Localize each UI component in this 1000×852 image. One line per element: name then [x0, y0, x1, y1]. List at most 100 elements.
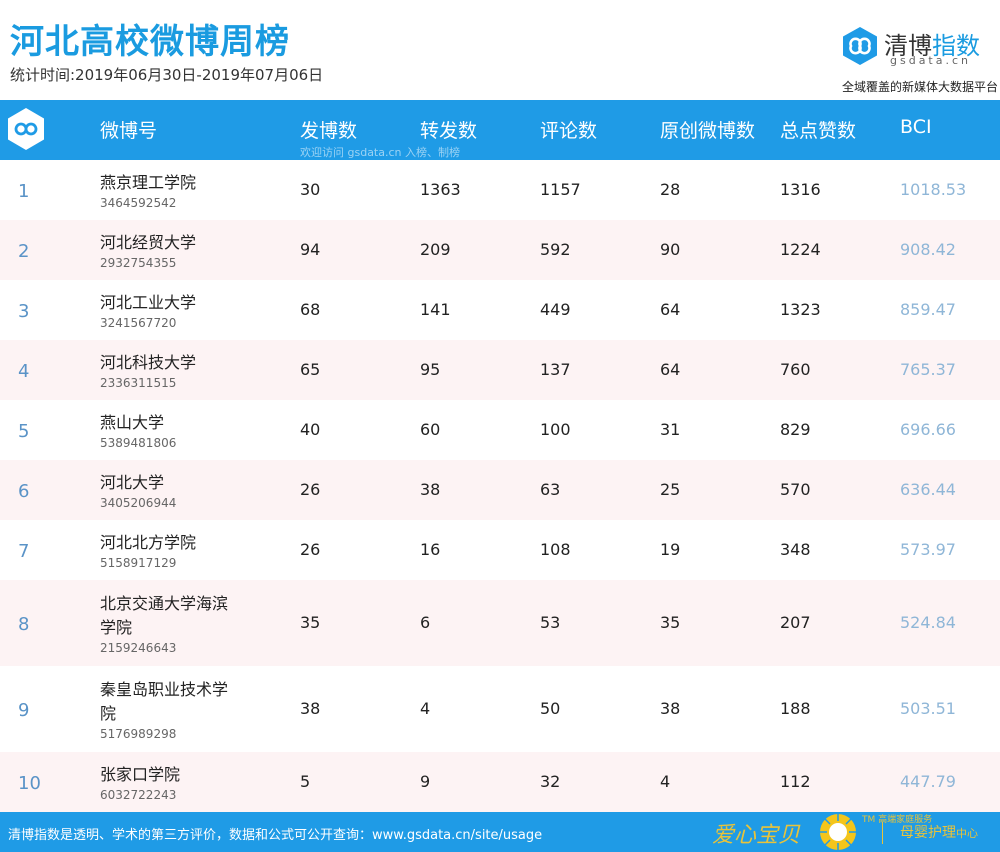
comments-count: 449 — [540, 300, 571, 319]
rank-number: 3 — [18, 301, 30, 322]
ad-divider — [882, 822, 883, 844]
reposts-count: 1363 — [420, 180, 461, 199]
original-count: 64 — [660, 300, 681, 319]
col-header-bci: BCI — [900, 116, 932, 138]
stat-period: 统计时间:2019年06月30日-2019年07月06日 — [10, 66, 324, 84]
reposts-count: 6 — [420, 613, 431, 632]
comments-count: 592 — [540, 240, 571, 259]
bci-score: 636.44 — [900, 480, 956, 499]
account-uid: 6032722243 — [100, 788, 177, 802]
brand-domain: gsdata.cn — [890, 54, 972, 67]
posts-count: 35 — [300, 613, 321, 632]
rank-number: 10 — [18, 773, 41, 794]
bci-score: 1018.53 — [900, 180, 967, 199]
account-uid: 3241567720 — [100, 316, 177, 330]
rank-number: 6 — [18, 481, 30, 502]
posts-count: 40 — [300, 420, 321, 439]
original-count: 25 — [660, 480, 681, 499]
posts-count: 5 — [300, 772, 311, 791]
account-name: 河北经贸大学 — [100, 233, 197, 252]
rank-number: 4 — [18, 361, 30, 382]
rank-number: 2 — [18, 241, 30, 262]
gsdata-logo-icon — [843, 27, 877, 65]
ad-tagline: TM 高端家庭服务 — [862, 815, 933, 825]
page-title: 河北高校微博周榜 — [10, 22, 290, 62]
posts-count: 65 — [300, 360, 321, 379]
table-row: 10 张家口学院 6032722243 5 9 32 4 112 447.79 — [0, 752, 1000, 812]
account-name: 河北工业大学 — [100, 293, 197, 312]
table-row: 9 秦皇岛职业技术学院 5176989298 38 4 50 38 188 503.51 — [0, 666, 1000, 752]
account-name: 河北科技大学 — [100, 353, 197, 372]
comments-count: 1157 — [540, 180, 581, 199]
table-row: 2 河北经贸大学 2932754355 94 209 592 90 1224 908.42 — [0, 220, 1000, 280]
original-count: 38 — [660, 699, 681, 718]
account-name: 院 — [100, 704, 117, 723]
account-uid: 2159246643 — [100, 641, 177, 655]
original-count: 19 — [660, 540, 681, 559]
bci-score: 447.79 — [900, 772, 956, 791]
table-watermark: 欢迎访问 gsdata.cn 入榜、制榜 — [300, 146, 460, 159]
likes-count: 1323 — [780, 300, 821, 319]
bci-score: 765.37 — [900, 360, 956, 379]
likes-count: 188 — [780, 699, 811, 718]
col-header-posts: 发博数 — [300, 120, 358, 142]
posts-count: 30 — [300, 180, 321, 199]
bci-score: 573.97 — [900, 540, 956, 559]
likes-count: 760 — [780, 360, 811, 379]
likes-count: 1316 — [780, 180, 821, 199]
likes-count: 570 — [780, 480, 811, 499]
comments-count: 32 — [540, 772, 561, 791]
bci-score: 524.84 — [900, 613, 956, 632]
rank-number: 5 — [18, 421, 30, 442]
account-uid: 5158917129 — [100, 556, 177, 570]
original-count: 28 — [660, 180, 681, 199]
bci-score: 696.66 — [900, 420, 956, 439]
account-name: 张家口学院 — [100, 765, 181, 784]
original-count: 35 — [660, 613, 681, 632]
reposts-count: 9 — [420, 772, 431, 791]
posts-count: 26 — [300, 480, 321, 499]
sun-logo-icon — [820, 814, 856, 850]
reposts-count: 141 — [420, 300, 451, 319]
rank-number: 1 — [18, 181, 30, 202]
ad-subtitle: 母婴护理中心 — [900, 825, 978, 841]
account-uid: 5176989298 — [100, 727, 177, 741]
account-uid: 5389481806 — [100, 436, 177, 450]
account-name: 河北北方学院 — [100, 533, 197, 552]
rank-number: 9 — [18, 700, 30, 721]
bci-score: 503.51 — [900, 699, 956, 718]
brand-block: 清博指数 gsdata.cn — [832, 22, 992, 97]
table-row: 3 河北工业大学 3241567720 68 141 449 64 1323 859.47 — [0, 280, 1000, 340]
table-header: 微博号 发博数 转发数 评论数 原创微博数 总点赞数 BCI 欢迎访问 gsda… — [0, 100, 1000, 160]
table-row: 4 河北科技大学 2336311515 65 95 137 64 760 765.37 — [0, 340, 1000, 400]
rank-number: 7 — [18, 541, 30, 562]
col-header-likes: 总点赞数 — [780, 120, 857, 142]
account-uid: 2932754355 — [100, 256, 177, 270]
account-name: 燕京理工学院 — [100, 173, 197, 192]
account-uid: 3464592542 — [100, 196, 177, 210]
original-count: 4 — [660, 772, 671, 791]
comments-count: 137 — [540, 360, 571, 379]
reposts-count: 16 — [420, 540, 441, 559]
bci-score: 908.42 — [900, 240, 956, 259]
table-row: 7 河北北方学院 5158917129 26 16 108 19 348 573.97 — [0, 520, 1000, 580]
comments-count: 100 — [540, 420, 571, 439]
account-name: 北京交通大学海滨 — [100, 594, 229, 613]
reposts-count: 95 — [420, 360, 441, 379]
reposts-count: 209 — [420, 240, 451, 259]
account-uid: 3405206944 — [100, 496, 177, 510]
comments-count: 108 — [540, 540, 571, 559]
likes-count: 207 — [780, 613, 811, 632]
likes-count: 829 — [780, 420, 811, 439]
likes-count: 348 — [780, 540, 811, 559]
page-header: 河北高校微博周榜 统计时间:2019年06月30日-2019年07月06日 清博… — [0, 0, 1000, 100]
account-name: 燕山大学 — [100, 413, 165, 432]
reposts-count: 60 — [420, 420, 441, 439]
table-row: 5 燕山大学 5389481806 40 60 100 31 829 696.66 — [0, 400, 1000, 460]
original-count: 31 — [660, 420, 681, 439]
posts-count: 26 — [300, 540, 321, 559]
likes-count: 1224 — [780, 240, 821, 259]
account-name: 秦皇岛职业技术学 — [100, 680, 229, 699]
comments-count: 63 — [540, 480, 561, 499]
reposts-count: 38 — [420, 480, 441, 499]
